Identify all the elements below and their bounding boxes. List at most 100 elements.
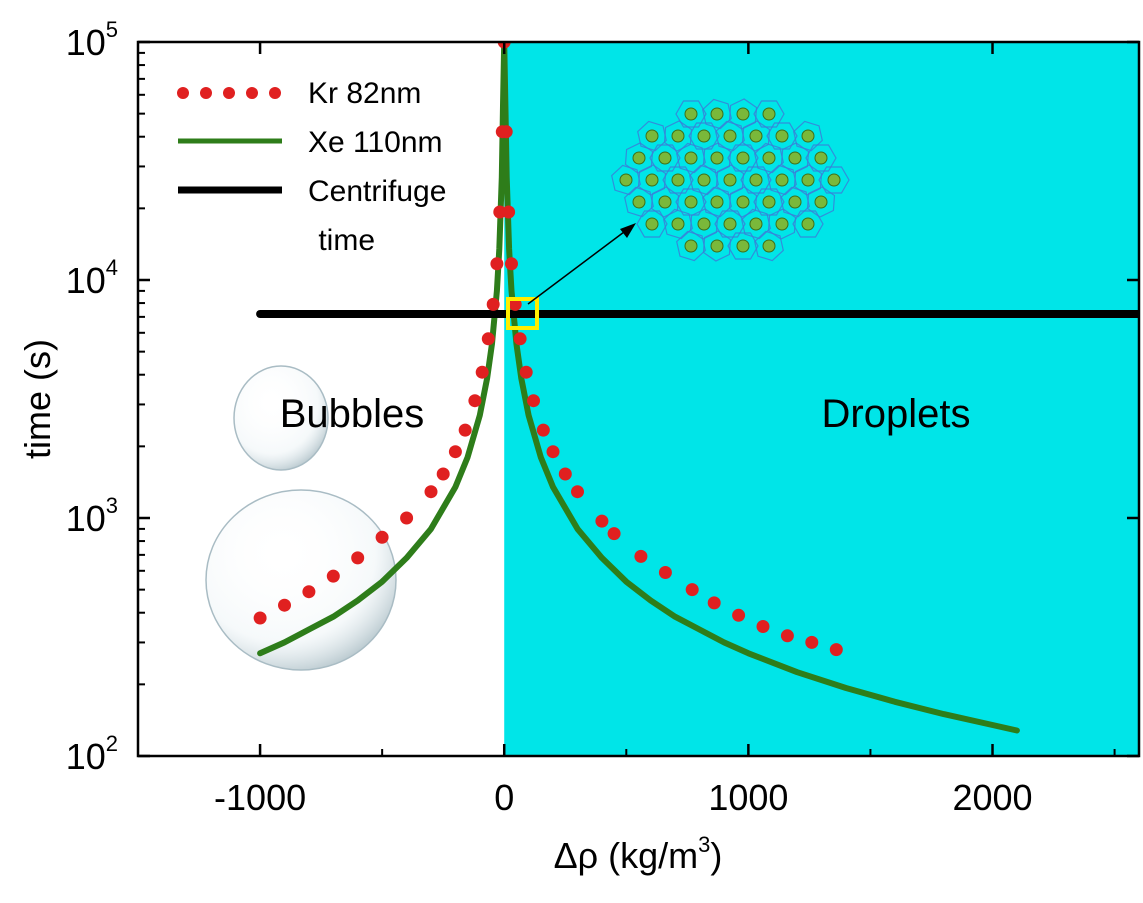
cluster-atom (775, 173, 789, 187)
kr-data-point (658, 566, 672, 579)
cluster-atom (788, 151, 802, 165)
x-tick-label: 1000 (708, 777, 788, 818)
cluster-atom (697, 173, 711, 187)
kr-data-point (486, 297, 500, 311)
cluster-atom (671, 217, 685, 231)
cluster-atom (814, 151, 828, 165)
cluster-atom (684, 239, 698, 253)
cluster-cage (727, 232, 759, 260)
kr-data-point (805, 635, 819, 649)
y-tick-label: 105 (66, 17, 118, 63)
x-axis-label: Δρ (kg/m3) (554, 832, 723, 876)
kr-data-point (436, 467, 450, 481)
kr-data-point (571, 485, 584, 499)
kr-data-point (253, 611, 267, 625)
cluster-atom (736, 195, 750, 209)
cluster-atom (671, 173, 685, 187)
cluster-cage (663, 208, 693, 240)
legend-label-centrifuge: Centrifuge (308, 175, 446, 208)
kr-data-point (546, 445, 560, 459)
droplets-label: Droplets (822, 392, 971, 436)
cluster-cage (675, 188, 707, 216)
cluster-cage (806, 186, 836, 218)
cluster-atom (710, 239, 724, 253)
cluster-atom (775, 129, 789, 143)
cluster-cage (636, 210, 668, 238)
cluster-atom (697, 129, 711, 143)
kr-data-point (278, 598, 291, 612)
cluster-cage (793, 120, 823, 152)
cluster-atom (762, 239, 776, 253)
cluster-cage (689, 164, 719, 196)
x-tick-label: -1000 (214, 777, 306, 818)
kr-data-point (780, 629, 794, 643)
legend-label-centrifuge-line2: time (310, 224, 375, 257)
cluster-cage (624, 186, 654, 218)
series-layer (253, 42, 1139, 734)
cluster-cage (805, 144, 837, 172)
cluster-cage (663, 120, 693, 152)
kr-data-point (595, 514, 609, 528)
cluster-cage (611, 164, 641, 196)
x-tick-label: 0 (494, 777, 514, 818)
zoom-arrowhead (620, 223, 636, 238)
cluster-atom (762, 151, 776, 165)
cluster-atom (723, 217, 737, 231)
kr-data-point (468, 394, 482, 408)
cluster-atom (801, 217, 815, 231)
kr-data-point (513, 332, 527, 346)
cluster-cage (753, 100, 785, 128)
legend-marker-kr (177, 87, 281, 99)
kr-data-point (490, 257, 504, 271)
y-axis-label: time (s) (17, 339, 58, 459)
cluster-atom (658, 195, 672, 209)
kr-data-point (424, 485, 438, 499)
x-axis-label-close: ) (710, 835, 722, 876)
series-line-xe (257, 42, 1020, 734)
cluster-cage (649, 144, 681, 172)
cluster-atom (723, 129, 737, 143)
cluster-atom (814, 195, 828, 209)
cluster-atom (775, 217, 789, 231)
cluster-atom (645, 217, 659, 231)
cluster-atom (749, 129, 763, 143)
kr-data-point (527, 394, 540, 408)
cluster-cage (715, 120, 745, 152)
x-axis-label-main: Δρ (kg/m (554, 835, 699, 876)
cluster-atom (827, 173, 841, 187)
kr-data-point (400, 511, 414, 525)
cluster-atom (749, 217, 763, 231)
kr-data-point (499, 125, 513, 139)
plot-frame (136, 40, 1141, 758)
cluster-atom (736, 151, 750, 165)
kr-data-point (707, 596, 721, 610)
x-tick-label: 2000 (952, 777, 1032, 818)
cluster-atom (632, 151, 646, 165)
legend: Kr 82nm Xe 110nm Centrifuge time (177, 77, 446, 257)
cluster-cage (741, 208, 771, 240)
intersection-highlight-box (506, 297, 539, 330)
cluster-cage (740, 166, 772, 194)
cluster-atom (645, 129, 659, 143)
kr-data-point (375, 530, 389, 544)
kr-data-point (502, 205, 516, 219)
cluster-atom (632, 195, 646, 209)
cluster-cage (702, 98, 732, 130)
kr-data-point (508, 297, 522, 311)
cluster-atom (684, 107, 698, 121)
cluster-cage (637, 120, 667, 152)
cluster-atom (619, 173, 633, 187)
kr-data-point (607, 527, 621, 541)
cluster-atom (762, 107, 776, 121)
cluster-atom (723, 173, 737, 187)
cluster-cage (741, 120, 771, 152)
cluster-atom (736, 107, 750, 121)
cluster-atom (788, 195, 802, 209)
cluster-cage (792, 210, 824, 238)
cluster-atom (710, 195, 724, 209)
cluster-atom (671, 129, 685, 143)
x-axis-label-sup: 3 (698, 832, 710, 857)
kr-data-point (448, 445, 462, 459)
kr-data-point (458, 423, 472, 437)
y-tick-label: 103 (66, 493, 118, 539)
